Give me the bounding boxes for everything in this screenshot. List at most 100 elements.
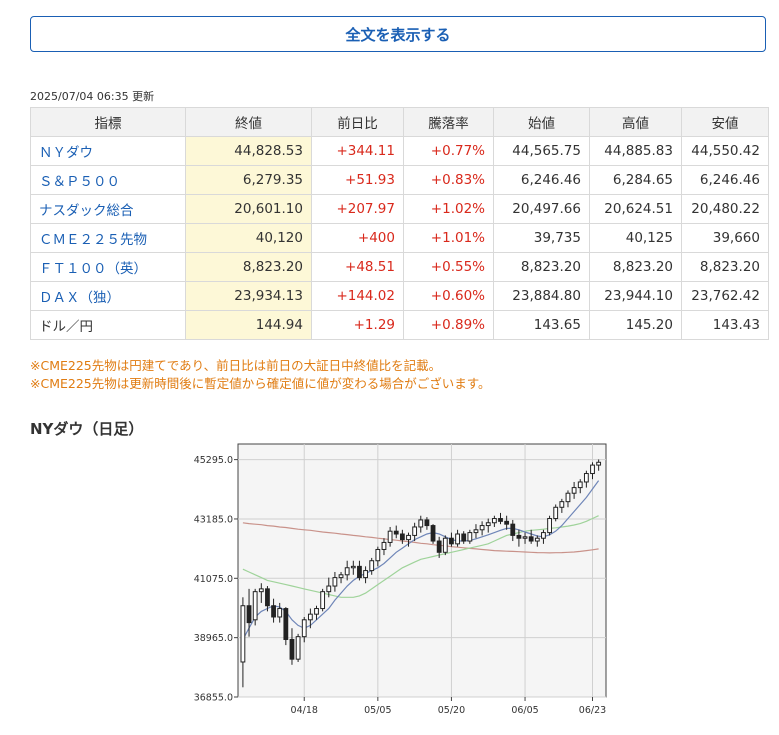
header-change-pct: 騰落率 bbox=[403, 107, 494, 137]
high-value: 23,944.10 bbox=[589, 281, 682, 311]
candle-body-up bbox=[534, 537, 540, 542]
candle-body-up bbox=[442, 537, 448, 553]
close-value: 144.94 bbox=[185, 310, 312, 340]
header-close: 終値 bbox=[185, 107, 312, 137]
low-value: 44,550.42 bbox=[681, 136, 769, 166]
candle-body-down bbox=[504, 520, 510, 525]
ma-long-line bbox=[242, 522, 599, 554]
candle-body-down bbox=[510, 523, 516, 536]
candle-body-up bbox=[240, 605, 246, 663]
x-tick-label: 04/18 bbox=[291, 705, 318, 716]
candle-body-up bbox=[491, 518, 497, 524]
chart-candles bbox=[240, 459, 602, 688]
header-open: 始値 bbox=[493, 107, 590, 137]
open-value: 20,497.66 bbox=[493, 194, 590, 224]
candle-body-up bbox=[559, 501, 565, 508]
y-tick-label: 36855.0 bbox=[194, 693, 233, 704]
low-value: 39,660 bbox=[681, 223, 769, 253]
index-name: ナスダック総合 bbox=[30, 194, 186, 224]
low-value: 143.43 bbox=[681, 310, 769, 340]
high-value: 20,624.51 bbox=[589, 194, 682, 224]
header-low: 安値 bbox=[681, 107, 769, 137]
table-row: ＮＹダウ 44,828.53 +344.11 +0.77% 44,565.75 … bbox=[30, 136, 769, 166]
table-row: ドル／円 144.94 +1.29 +0.89% 143.65 145.20 1… bbox=[30, 310, 769, 340]
close-value: 44,828.53 bbox=[185, 136, 312, 166]
index-name: ドル／円 bbox=[30, 310, 186, 340]
candle-body-up bbox=[406, 534, 411, 541]
change-pct-value: +0.60% bbox=[403, 281, 494, 311]
candle-body-down bbox=[246, 605, 252, 624]
candle-body-up bbox=[381, 541, 387, 550]
index-link-nydow[interactable]: ＮＹダウ bbox=[39, 145, 93, 161]
candle-body-up bbox=[375, 548, 381, 562]
open-value: 143.65 bbox=[493, 310, 590, 340]
index-link-sp500[interactable]: Ｓ＆Ｐ５００ bbox=[39, 174, 120, 190]
index-link-ft100[interactable]: ＦＴ１００（英） bbox=[39, 261, 147, 277]
candle-body-up bbox=[258, 588, 264, 593]
change-pct-value: +1.01% bbox=[403, 223, 494, 253]
index-name: ＣＭＥ２２５先物 bbox=[30, 223, 186, 253]
open-value: 44,565.75 bbox=[493, 136, 590, 166]
table-row: ＣＭＥ２２５先物 40,120 +400 +1.01% 39,735 40,12… bbox=[30, 223, 769, 253]
chart-title: NYダウ（日足） bbox=[30, 420, 144, 438]
candle-body-up bbox=[363, 570, 368, 579]
index-name: ＦＴ１００（英） bbox=[30, 252, 186, 282]
y-tick-label: 45295.0 bbox=[194, 455, 233, 466]
change-value: +344.11 bbox=[311, 136, 404, 166]
candle-body-up bbox=[338, 574, 344, 579]
candle-body-down bbox=[424, 519, 430, 527]
candle-body-up bbox=[332, 577, 338, 587]
change-value: +400 bbox=[311, 223, 404, 253]
candle-body-up bbox=[583, 473, 589, 483]
change-value: +207.97 bbox=[311, 194, 404, 224]
high-value: 40,125 bbox=[589, 223, 682, 253]
candle-body-up bbox=[369, 560, 375, 572]
candle-body-down bbox=[528, 536, 534, 542]
candle-body-up bbox=[412, 526, 418, 536]
x-tick-label: 05/20 bbox=[438, 705, 465, 716]
y-tick-label: 43185.0 bbox=[194, 514, 233, 525]
change-pct-value: +0.77% bbox=[403, 136, 494, 166]
high-value: 44,885.83 bbox=[589, 136, 682, 166]
candle-body-up bbox=[479, 525, 485, 531]
x-tick-label: 06/23 bbox=[579, 705, 606, 716]
index-name: Ｓ＆Ｐ５００ bbox=[30, 165, 186, 195]
table-row: Ｓ＆Ｐ５００ 6,279.35 +51.93 +0.83% 6,246.46 6… bbox=[30, 165, 769, 195]
index-name: ＤＡＸ（独） bbox=[30, 281, 186, 311]
x-tick-label: 06/05 bbox=[511, 705, 538, 716]
change-pct-value: +1.02% bbox=[403, 194, 494, 224]
candle-body-up bbox=[314, 608, 319, 615]
candle-body-down bbox=[430, 525, 436, 542]
candle-body-down bbox=[498, 518, 503, 522]
candle-body-down bbox=[271, 605, 276, 618]
close-value: 6,279.35 bbox=[185, 165, 312, 195]
index-link-nasdaq[interactable]: ナスダック総合 bbox=[39, 203, 134, 219]
low-value: 6,246.46 bbox=[681, 165, 769, 195]
index-label-usdjpy: ドル／円 bbox=[39, 319, 93, 335]
notes: ※CME225先物は円建てであり、前日比は前日の大証日中終値比を記載。 ※CME… bbox=[30, 357, 491, 393]
table-header-row: 指標 終値 前日比 騰落率 始値 高値 安値 bbox=[30, 107, 769, 137]
change-pct-value: +0.89% bbox=[403, 310, 494, 340]
candle-body-up bbox=[320, 591, 326, 610]
high-value: 6,284.65 bbox=[589, 165, 682, 195]
candle-body-up bbox=[301, 619, 307, 638]
header-index: 指標 bbox=[30, 107, 186, 137]
change-value: +48.51 bbox=[311, 252, 404, 282]
index-link-dax[interactable]: ＤＡＸ（独） bbox=[39, 290, 120, 306]
table-row: ＦＴ１００（英） 8,823.20 +48.51 +0.55% 8,823.20… bbox=[30, 252, 769, 282]
candle-body-up bbox=[553, 506, 559, 520]
candle-body-down bbox=[357, 565, 362, 579]
candle-body-up bbox=[307, 613, 313, 621]
index-link-cme225[interactable]: ＣＭＥ２２５先物 bbox=[39, 232, 147, 248]
low-value: 20,480.22 bbox=[681, 194, 769, 224]
candle-body-up bbox=[418, 519, 424, 528]
y-tick-label: 38965.0 bbox=[194, 633, 233, 644]
header-change: 前日比 bbox=[311, 107, 404, 137]
nydow-daily-chart: 45295.0 43185.0 41075.0 38965.0 36855.0 04/18… bbox=[194, 443, 607, 716]
show-full-text-button[interactable]: 全文を表示する bbox=[30, 16, 766, 52]
candle-body-up bbox=[577, 481, 583, 489]
candle-body-up bbox=[590, 464, 595, 475]
candle-body-up bbox=[455, 533, 460, 545]
candle-body-up bbox=[485, 522, 491, 527]
table-row: ＤＡＸ（独） 23,934.13 +144.02 +0.60% 23,884.8… bbox=[30, 281, 769, 311]
